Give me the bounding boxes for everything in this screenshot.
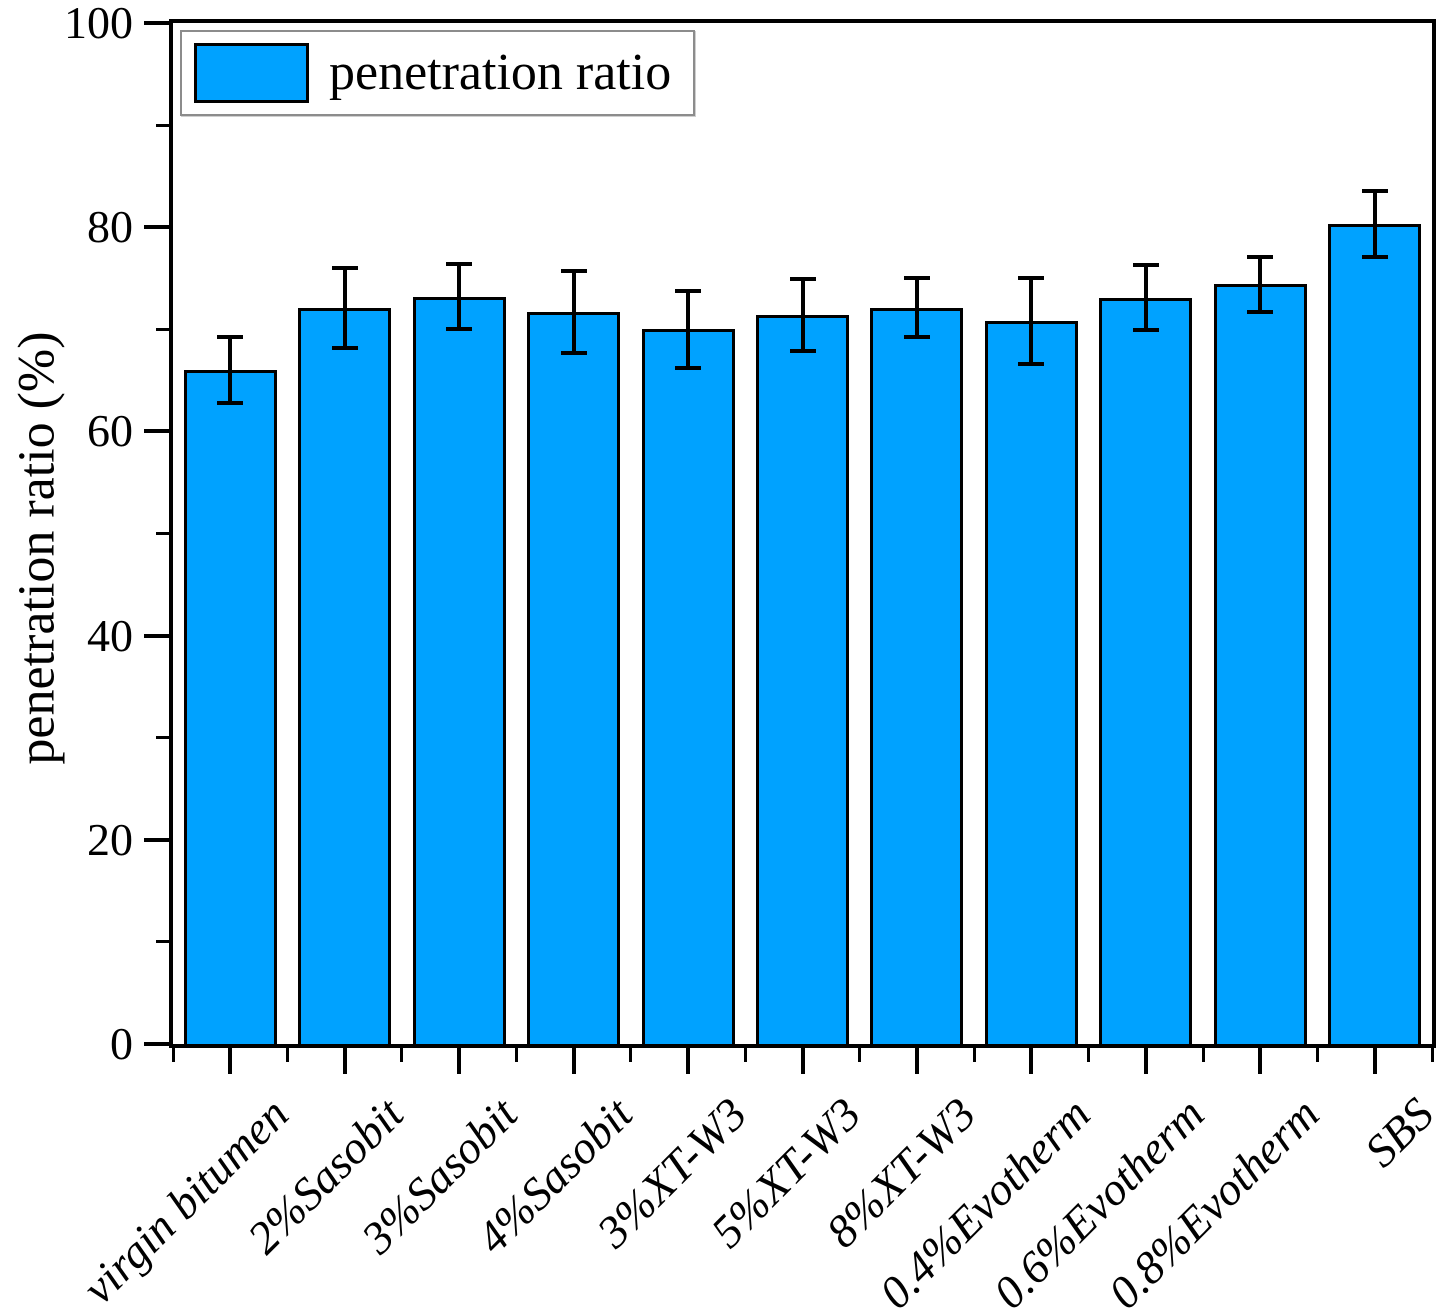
x-minor-tick xyxy=(858,1048,862,1062)
bar xyxy=(641,329,735,1044)
x-minor-tick xyxy=(1087,1048,1091,1062)
x-minor-tick xyxy=(514,1048,518,1062)
x-major-tick xyxy=(686,1048,691,1074)
x-major-tick xyxy=(1258,1048,1263,1074)
bar xyxy=(412,296,506,1044)
error-bar-line xyxy=(457,263,462,330)
error-bar-cap-bottom xyxy=(789,348,816,353)
x-minor-tick xyxy=(972,1048,976,1062)
error-bar-cap-top xyxy=(903,276,930,281)
x-major-tick xyxy=(800,1048,805,1074)
x-minor-tick xyxy=(743,1048,747,1062)
x-minor-tick xyxy=(285,1048,289,1062)
error-bar-cap-top xyxy=(217,335,244,340)
error-bar-cap-bottom xyxy=(1361,254,1388,259)
error-bar-cap-top xyxy=(789,277,816,282)
x-major-tick xyxy=(457,1048,462,1074)
y-tick-label: 100 xyxy=(64,0,133,48)
bar xyxy=(527,311,621,1044)
error-bar-cap-bottom xyxy=(1018,362,1045,366)
bar xyxy=(183,370,277,1044)
error-bar-cap-bottom xyxy=(1247,309,1274,314)
error-bar-line xyxy=(1029,278,1034,364)
x-major-tick xyxy=(228,1048,233,1074)
y-minor-tick xyxy=(156,736,169,740)
error-bar-cap-bottom xyxy=(903,335,930,340)
error-bar-cap-top xyxy=(331,266,358,271)
bar xyxy=(1328,224,1422,1044)
error-bar-line xyxy=(1143,264,1148,331)
error-bar-cap-top xyxy=(560,269,587,274)
error-bar-cap-top xyxy=(446,261,473,266)
x-major-tick xyxy=(1029,1048,1034,1074)
bar xyxy=(984,321,1078,1044)
error-bar-cap-bottom xyxy=(1132,328,1159,333)
y-major-tick xyxy=(144,429,169,434)
y-minor-tick xyxy=(156,940,169,944)
error-bar-cap-top xyxy=(1132,262,1159,267)
error-bar-cap-bottom xyxy=(217,400,244,405)
y-minor-tick xyxy=(156,327,169,331)
x-minor-tick xyxy=(1316,1048,1320,1062)
legend-label: penetration ratio xyxy=(329,44,672,101)
y-major-tick xyxy=(144,1042,169,1046)
y-minor-tick xyxy=(156,123,169,127)
plot-area: 0 20 40 60 80 100 virgin bitumen 2%Sasobit 3%Sas… xyxy=(64,0,1443,1310)
x-minor-tick xyxy=(629,1048,633,1062)
y-major-tick xyxy=(144,225,169,230)
x-major-tick xyxy=(914,1048,919,1074)
legend-swatch xyxy=(194,43,309,103)
y-tick-label: 80 xyxy=(87,201,133,253)
y-tick-label: 40 xyxy=(87,609,133,661)
x-minor-tick xyxy=(1430,1048,1434,1062)
error-bar-line xyxy=(571,271,576,353)
x-major-tick xyxy=(571,1048,576,1074)
error-bar-cap-bottom xyxy=(675,366,702,371)
error-bar-line xyxy=(686,290,691,369)
y-minor-tick xyxy=(156,532,169,535)
bar xyxy=(1099,297,1193,1044)
x-minor-tick xyxy=(400,1048,404,1062)
error-bar-line xyxy=(1258,256,1263,312)
y-tick-label: 60 xyxy=(87,405,133,457)
error-bar-cap-bottom xyxy=(331,345,358,350)
error-bar-cap-bottom xyxy=(446,327,473,332)
y-major-tick xyxy=(144,21,169,25)
legend: penetration ratio xyxy=(180,30,696,116)
error-bar-cap-top xyxy=(675,288,702,293)
error-bar-cap-top xyxy=(1247,254,1274,259)
x-minor-tick xyxy=(171,1048,175,1062)
error-bar-line xyxy=(342,268,347,348)
y-major-tick xyxy=(144,633,169,638)
bar xyxy=(756,315,849,1044)
error-bar-line xyxy=(1372,191,1377,257)
error-bar-line xyxy=(800,279,805,351)
bar xyxy=(870,307,964,1044)
y-tick-label: 20 xyxy=(87,813,133,865)
y-major-tick xyxy=(144,837,169,842)
error-bar-cap-top xyxy=(1018,276,1045,281)
y-tick-label: 0 xyxy=(110,1018,133,1069)
y-axis-title: penetration ratio (%) xyxy=(8,331,66,765)
x-tick-label: SBS xyxy=(1354,1088,1443,1177)
bar xyxy=(298,307,392,1044)
error-bar-line xyxy=(228,337,233,403)
error-bar-line xyxy=(914,278,919,338)
x-major-tick xyxy=(1143,1048,1148,1074)
x-major-tick xyxy=(1372,1048,1377,1074)
error-bar-cap-bottom xyxy=(560,350,587,355)
bar xyxy=(1213,284,1307,1044)
x-major-tick xyxy=(342,1048,347,1074)
error-bar-cap-top xyxy=(1361,189,1388,194)
x-minor-tick xyxy=(1201,1048,1205,1062)
